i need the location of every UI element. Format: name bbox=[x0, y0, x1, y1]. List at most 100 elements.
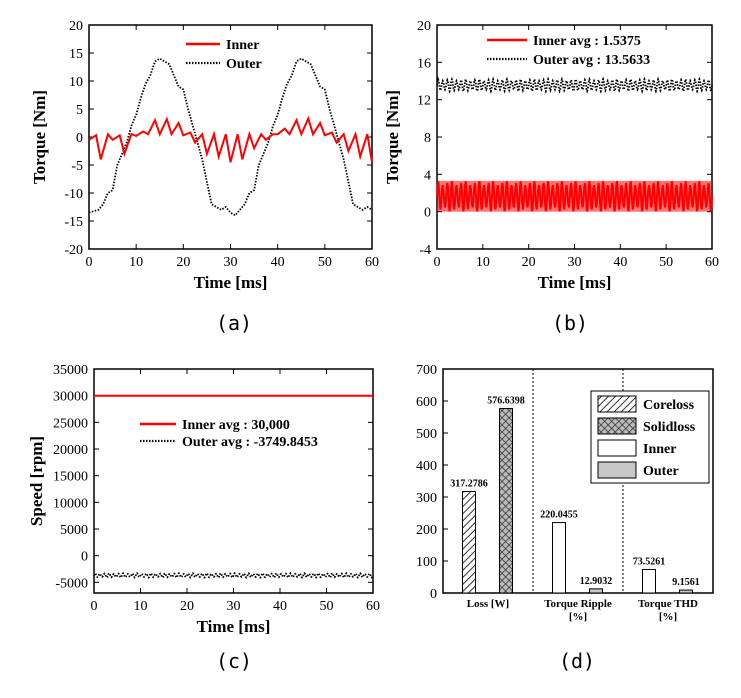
legend-label: Inner avg : 1.5375 bbox=[533, 34, 641, 49]
bar-data-label: 73.5261 bbox=[633, 556, 666, 567]
y-tick-label: -5 bbox=[71, 159, 83, 174]
y-tick-label: 20 bbox=[69, 19, 83, 34]
legend-label: Inner bbox=[226, 38, 259, 53]
x-tick-label: 10 bbox=[134, 599, 148, 614]
y-tick-label: 15000 bbox=[53, 470, 88, 485]
bar-data-label: 12.9032 bbox=[580, 576, 613, 587]
bar-data-label: 317.2786 bbox=[450, 478, 488, 489]
figure-caption: (c) bbox=[216, 649, 252, 673]
x-tick-label: 0 bbox=[86, 255, 93, 270]
x-tick-label: 40 bbox=[271, 255, 285, 270]
series-band-outer bbox=[436, 76, 713, 95]
x-tick-label: 60 bbox=[365, 255, 379, 270]
legend-swatch-gray bbox=[597, 461, 637, 479]
legend-label: Inner avg : 30,000 bbox=[182, 418, 290, 433]
y-tick-label: 0 bbox=[81, 550, 88, 565]
x-tick-label: 60 bbox=[705, 255, 719, 270]
chart-c-speed: 0 10 20 30 40 50 60-50000500010000150002000025… bbox=[27, 363, 380, 673]
x-tick-label: 50 bbox=[659, 255, 673, 270]
legend-label: Outer bbox=[643, 464, 679, 479]
x-tick-label: 40 bbox=[613, 255, 627, 270]
y-tick-label: -5000 bbox=[55, 576, 88, 591]
y-tick-label: 15 bbox=[69, 47, 83, 62]
x-tick-label: 30 bbox=[227, 599, 241, 614]
y-axis-label: Torque [Nm] bbox=[383, 90, 402, 184]
x-axis-label: Time [ms] bbox=[538, 273, 612, 292]
y-tick-label: 5000 bbox=[60, 523, 88, 538]
y-tick-label: 20 bbox=[417, 19, 431, 34]
series-line-inner bbox=[88, 115, 373, 163]
y-tick-label: 20000 bbox=[53, 443, 88, 458]
x-tick-label: 60 bbox=[366, 599, 380, 614]
x-tick-label: 40 bbox=[273, 599, 287, 614]
series-band-outer bbox=[93, 571, 374, 579]
legend-label: Outer bbox=[226, 57, 262, 72]
y-tick-label: 0 bbox=[424, 206, 431, 221]
y-tick-label: 5 bbox=[76, 103, 83, 118]
y-tick-label: 100 bbox=[416, 555, 437, 570]
legend-label: Outer avg : -3749.8453 bbox=[182, 435, 318, 450]
bar-crosshatch bbox=[499, 407, 513, 594]
bar-gray bbox=[589, 588, 603, 594]
x-tick-label: 50 bbox=[320, 599, 334, 614]
figure-caption: (b) bbox=[552, 311, 588, 335]
x-tick-label: 20 bbox=[522, 255, 536, 270]
x-tick-label: 30 bbox=[224, 255, 238, 270]
category-label: [%] bbox=[659, 611, 677, 623]
category-label: [%] bbox=[569, 611, 587, 623]
y-tick-label: 300 bbox=[416, 491, 437, 506]
category-label: Torque THD bbox=[638, 598, 698, 610]
series-line-outer bbox=[88, 57, 373, 217]
bar-data-label: 576.6398 bbox=[487, 395, 525, 406]
y-tick-label: 25000 bbox=[53, 416, 88, 431]
y-tick-label: -4 bbox=[419, 243, 431, 258]
figure-caption: (d) bbox=[559, 649, 595, 673]
bar-hatch bbox=[462, 490, 476, 594]
legend-label: Solidloss bbox=[643, 420, 696, 435]
y-tick-label: 10 bbox=[69, 75, 83, 90]
chart-a-torque: 0 10 20 30 40 50 60 -20 -15 -10 -5 0 5 10 15 20 Time [ms… bbox=[30, 19, 379, 335]
y-tick-label: 35000 bbox=[53, 363, 88, 378]
y-axis-label: Torque [Nm] bbox=[30, 90, 49, 184]
y-tick-label: -15 bbox=[64, 215, 83, 230]
legend-swatch-hatch bbox=[597, 395, 637, 413]
y-tick-label: 8 bbox=[424, 131, 431, 146]
y-axis-label: Speed [rpm] bbox=[27, 436, 46, 526]
x-tick-label: 20 bbox=[180, 599, 194, 614]
y-tick-label: 16 bbox=[417, 56, 431, 71]
bar-data-label: 220.0455 bbox=[540, 510, 578, 521]
y-tick-label: 0 bbox=[76, 131, 83, 146]
y-tick-label: 700 bbox=[416, 363, 437, 378]
y-tick-label: 400 bbox=[416, 459, 437, 474]
bar-white bbox=[642, 568, 656, 594]
legend-label: Coreloss bbox=[643, 398, 695, 413]
y-tick-label: 0 bbox=[430, 587, 437, 602]
y-tick-label: 200 bbox=[416, 523, 437, 538]
legend-swatch-white bbox=[597, 439, 637, 457]
y-tick-label: -20 bbox=[64, 243, 83, 258]
y-tick-label: 500 bbox=[416, 427, 437, 442]
x-tick-label: 50 bbox=[318, 255, 332, 270]
x-tick-label: 20 bbox=[176, 255, 190, 270]
figure-caption: (a) bbox=[216, 311, 252, 335]
plot-frame bbox=[442, 368, 714, 594]
chart-d-loss-bars: 0 100 200 300 400 500 600 700 317.2786 576.6398 22… bbox=[416, 363, 714, 673]
y-tick-label: 600 bbox=[416, 395, 437, 410]
y-tick-label: 10000 bbox=[53, 496, 88, 511]
x-tick-label: 0 bbox=[91, 599, 98, 614]
y-tick-label: 12 bbox=[417, 94, 431, 109]
y-tick-label: 4 bbox=[424, 168, 431, 183]
x-tick-label: 10 bbox=[129, 255, 143, 270]
plot-frame bbox=[93, 368, 374, 594]
legend-swatch-crosshatch bbox=[597, 417, 637, 435]
legend-label: Inner bbox=[643, 442, 676, 457]
x-axis-label: Time [ms] bbox=[194, 273, 268, 292]
x-tick-label: 0 bbox=[434, 255, 441, 270]
x-tick-label: 10 bbox=[476, 255, 490, 270]
y-tick-label: -10 bbox=[64, 187, 83, 202]
bar-white bbox=[552, 522, 566, 594]
bar-data-label: 9.1561 bbox=[672, 577, 700, 588]
